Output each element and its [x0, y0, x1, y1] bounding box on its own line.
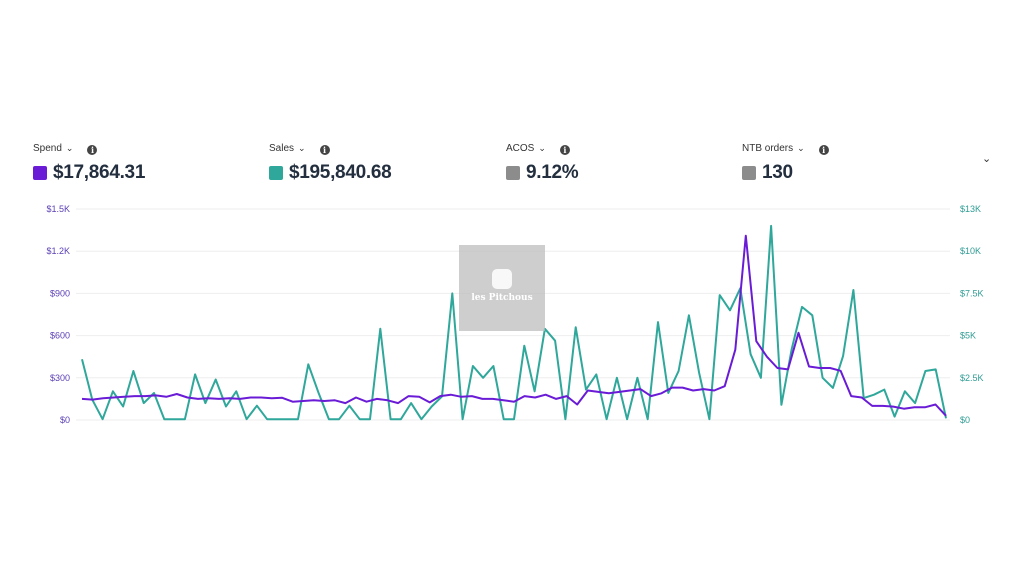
chevron-down-icon[interactable]: ⌄	[797, 142, 805, 153]
acos-color-swatch[interactable]	[506, 166, 520, 180]
metric-label-ntb-orders: NTB orders	[742, 142, 794, 154]
chevron-down-icon[interactable]: ⌄	[538, 142, 546, 153]
y-right-tick-label: $0	[960, 415, 970, 425]
y-left-tick-label: $0	[60, 415, 70, 425]
metrics-bar: Spend ⌄ i $17,864.31 Sales ⌄ i $195,840.…	[0, 140, 1024, 190]
y-right-tick-label: $5K	[960, 331, 976, 341]
metric-label-acos: ACOS	[506, 142, 535, 154]
y-left-tick-label: $1.5K	[46, 204, 70, 214]
y-right-tick-label: $13K	[960, 204, 981, 214]
watermark: les Pitchous	[459, 245, 545, 331]
sales-color-swatch[interactable]	[269, 166, 283, 180]
y-axis-left: $0 $300 $600 $900 $1.2K $1.5K	[46, 204, 70, 425]
ntb-orders-color-swatch[interactable]	[742, 166, 756, 180]
metric-spend[interactable]: Spend ⌄ i $17,864.31	[33, 140, 145, 184]
y-right-tick-label: $2.5K	[960, 373, 984, 383]
y-left-tick-label: $300	[50, 373, 70, 383]
collapse-chevron-icon[interactable]: ⌄	[982, 153, 992, 165]
series-lines	[81, 224, 947, 421]
metric-ntb-orders[interactable]: NTB orders ⌄ i 130	[742, 140, 829, 184]
watermark-logo-icon	[492, 269, 512, 289]
metric-acos[interactable]: ACOS ⌄ i 9.12%	[506, 140, 579, 184]
info-icon[interactable]: i	[319, 145, 330, 155]
metric-value-acos: 9.12%	[526, 162, 579, 183]
info-icon[interactable]: i	[818, 145, 829, 155]
y-left-tick-label: $1.2K	[46, 246, 70, 256]
metric-label-sales: Sales	[269, 142, 295, 154]
series-line-spend	[81, 234, 947, 417]
metric-value-ntb-orders: 130	[762, 162, 793, 183]
metric-value-spend: $17,864.31	[53, 162, 146, 183]
y-left-tick-label: $900	[50, 288, 70, 298]
info-icon[interactable]: i	[87, 145, 98, 155]
metric-value-sales: $195,840.68	[289, 162, 392, 183]
metric-sales[interactable]: Sales ⌄ i $195,840.68	[269, 140, 392, 184]
y-right-tick-label: $10K	[960, 246, 981, 256]
metric-label-spend: Spend	[33, 142, 62, 154]
y-right-tick-label: $7.5K	[960, 288, 984, 298]
chevron-down-icon[interactable]: ⌄	[65, 142, 74, 153]
y-axis-right: $0 $2.5K $5K $7.5K $10K $13K	[960, 204, 984, 425]
y-left-tick-label: $600	[50, 331, 70, 341]
info-icon[interactable]: i	[559, 145, 570, 155]
chevron-down-icon[interactable]: ⌄	[298, 142, 306, 153]
spend-color-swatch[interactable]	[33, 166, 47, 180]
watermark-text: les Pitchous	[471, 293, 533, 303]
series-line-sales	[81, 224, 947, 421]
